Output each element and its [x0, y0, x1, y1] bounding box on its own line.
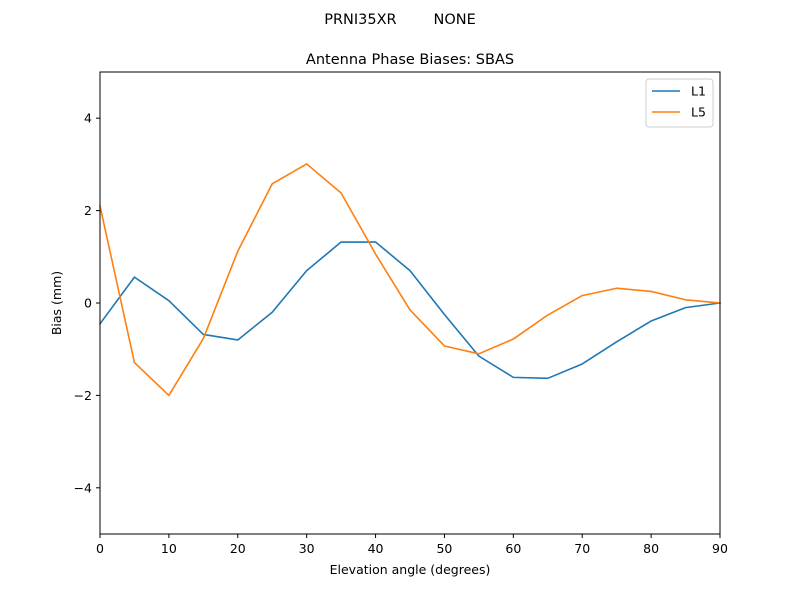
plot-area — [100, 72, 720, 534]
x-tick-label: 20 — [230, 541, 246, 556]
series-layer — [98, 163, 721, 397]
y-tick-label: −4 — [74, 480, 92, 495]
plot-frame — [99, 71, 721, 535]
x-tick-label: 50 — [436, 541, 452, 556]
x-axis: 0 10 20 30 40 50 60 70 80 90 — [96, 534, 728, 556]
chart-title: Antenna Phase Biases: SBAS — [306, 52, 514, 68]
x-tick-label: 90 — [712, 541, 728, 556]
x-tick-label: 60 — [505, 541, 521, 556]
y-tick-label: 0 — [84, 296, 92, 311]
x-axis-label: Elevation angle (degrees) — [330, 562, 491, 577]
y-tick-label: 2 — [84, 203, 92, 218]
legend-label-l5: L5 — [691, 105, 706, 120]
series-line-l5 — [99, 163, 721, 397]
chart-suptitle: PRNI35XR NONE — [324, 12, 476, 28]
x-tick-label: 70 — [574, 541, 590, 556]
x-tick-label: 80 — [643, 541, 659, 556]
series-line-l1 — [98, 241, 721, 380]
y-tick-label: 4 — [84, 111, 92, 126]
x-tick-label: 40 — [368, 541, 384, 556]
x-tick-label: 10 — [161, 541, 177, 556]
y-axis: −4 −2 0 2 4 — [74, 111, 100, 495]
y-tick-label: −2 — [74, 388, 92, 403]
x-tick-label: 0 — [96, 541, 104, 556]
legend-label-l1: L1 — [691, 84, 706, 99]
x-tick-label: 30 — [299, 541, 315, 556]
y-axis-label: Bias (mm) — [49, 271, 64, 335]
